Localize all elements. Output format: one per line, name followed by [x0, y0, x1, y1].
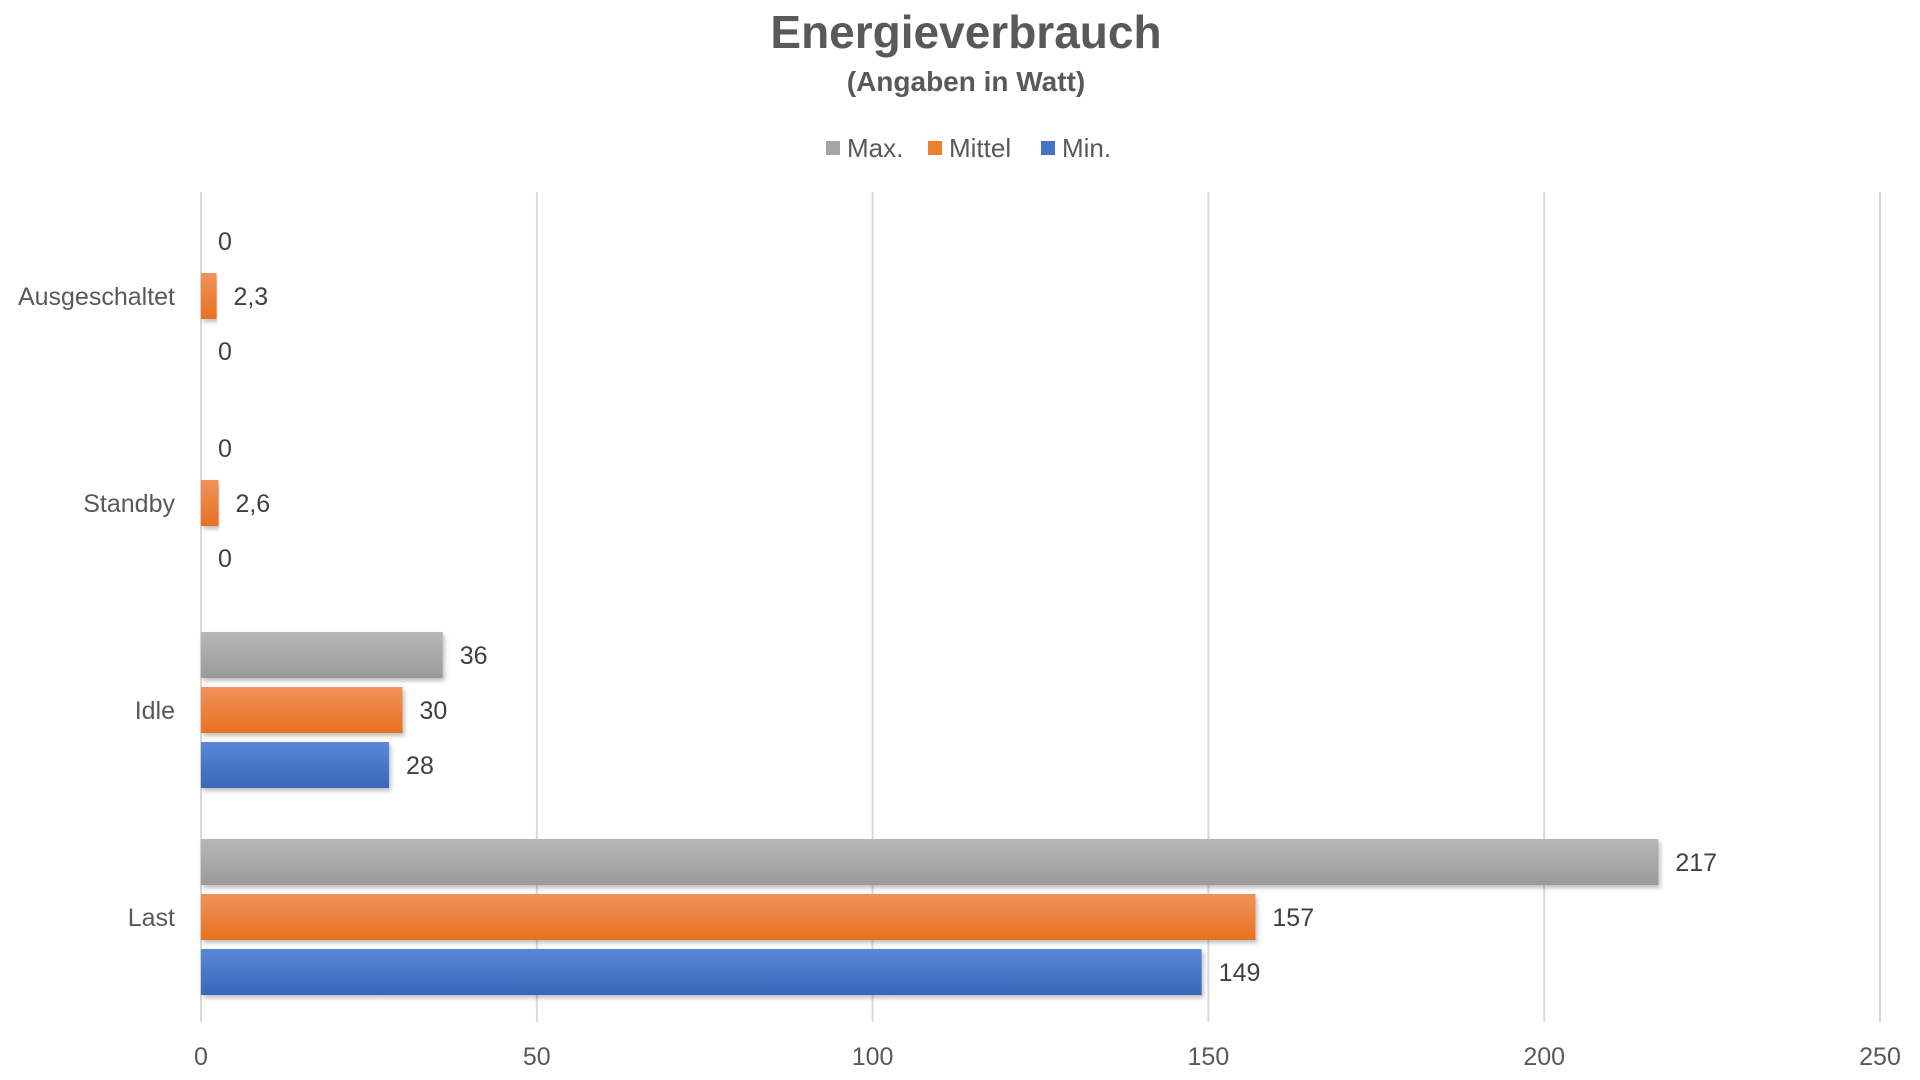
- x-tick-label: 250: [1859, 1043, 1901, 1071]
- data-label: 0: [218, 545, 232, 573]
- data-label: 157: [1272, 904, 1314, 932]
- data-label: 0: [218, 228, 232, 256]
- bars: [201, 273, 1659, 995]
- data-label: 30: [419, 697, 447, 725]
- chart-subtitle: (Angaben in Watt): [847, 66, 1085, 97]
- data-labels: 0 0 36 217 2,3 2,6 30 157 0 0 28 149: [218, 228, 1717, 987]
- category-labels: Ausgeschaltet Standby Idle Last: [18, 283, 176, 932]
- category-label: Idle: [135, 697, 175, 725]
- legend-swatch: [1041, 141, 1055, 155]
- category-label: Ausgeschaltet: [18, 283, 175, 311]
- bar-mittel-last: [201, 894, 1256, 940]
- data-label: 0: [218, 435, 232, 463]
- data-label: 28: [406, 752, 434, 780]
- category-label: Last: [128, 904, 175, 932]
- bar-max-last: [201, 839, 1659, 885]
- bar-min-last: [201, 949, 1202, 995]
- x-tick-label: 0: [194, 1043, 208, 1071]
- data-label: 0: [218, 338, 232, 366]
- legend-swatch: [826, 141, 840, 155]
- bar-min-idle: [201, 742, 390, 788]
- x-tick-label: 100: [852, 1043, 894, 1071]
- x-axis-tick-labels: 0 50 100 150 200 250: [194, 1043, 1901, 1071]
- chart-title: Energieverbrauch: [770, 6, 1161, 58]
- x-tick-label: 150: [1188, 1043, 1230, 1071]
- bar-mittel-standby: [201, 480, 219, 526]
- chart-legend: Max. Mittel Min.: [826, 133, 1111, 163]
- data-label: 2,6: [235, 490, 270, 518]
- x-tick-label: 50: [523, 1043, 551, 1071]
- data-label: 149: [1219, 959, 1261, 987]
- legend-swatch: [928, 141, 942, 155]
- x-tick-label: 200: [1523, 1043, 1565, 1071]
- bar-mittel-idle: [201, 687, 403, 733]
- legend-label: Mittel: [949, 133, 1011, 163]
- data-label: 217: [1675, 849, 1717, 877]
- data-label: 36: [460, 642, 488, 670]
- category-label: Standby: [83, 490, 175, 518]
- bar-max-idle: [201, 632, 443, 678]
- legend-label: Max.: [847, 133, 903, 163]
- legend-label: Min.: [1062, 133, 1111, 163]
- bar-mittel-ausgeschaltet: [201, 273, 217, 319]
- data-label: 2,3: [233, 283, 268, 311]
